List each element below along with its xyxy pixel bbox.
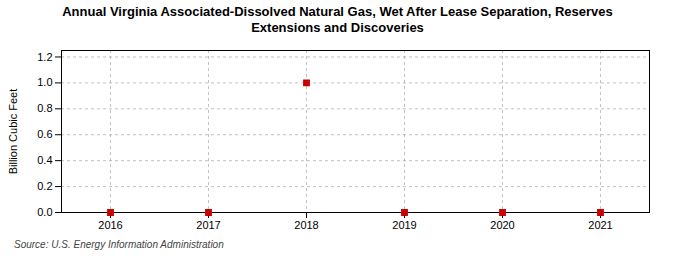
svg-text:0.4: 0.4 bbox=[37, 154, 52, 166]
svg-text:Billion Cubic Feet: Billion Cubic Feet bbox=[7, 89, 19, 175]
svg-text:2018: 2018 bbox=[294, 219, 318, 231]
svg-text:2021: 2021 bbox=[588, 219, 612, 231]
html-text:Source: U.S. Energy Informatio: Source: U.S. Energy Information Administ… bbox=[14, 239, 224, 250]
svg-text:2020: 2020 bbox=[490, 219, 514, 231]
html-text:Extensions and Discoveries: Extensions and Discoveries bbox=[251, 20, 424, 35]
svg-text:0.0: 0.0 bbox=[37, 206, 52, 218]
svg-text:2017: 2017 bbox=[196, 219, 220, 231]
svg-text:0.6: 0.6 bbox=[37, 128, 52, 140]
svg-text:0.2: 0.2 bbox=[37, 180, 52, 192]
html-text:Annual Virginia Associated-Dis: Annual Virginia Associated-Dissolved Nat… bbox=[62, 4, 613, 19]
svg-text:1.2: 1.2 bbox=[37, 51, 52, 63]
svg-text:0.8: 0.8 bbox=[37, 102, 52, 114]
svg-text:1.0: 1.0 bbox=[37, 76, 52, 88]
svg-text:2016: 2016 bbox=[98, 219, 122, 231]
svg-text:2019: 2019 bbox=[392, 219, 416, 231]
